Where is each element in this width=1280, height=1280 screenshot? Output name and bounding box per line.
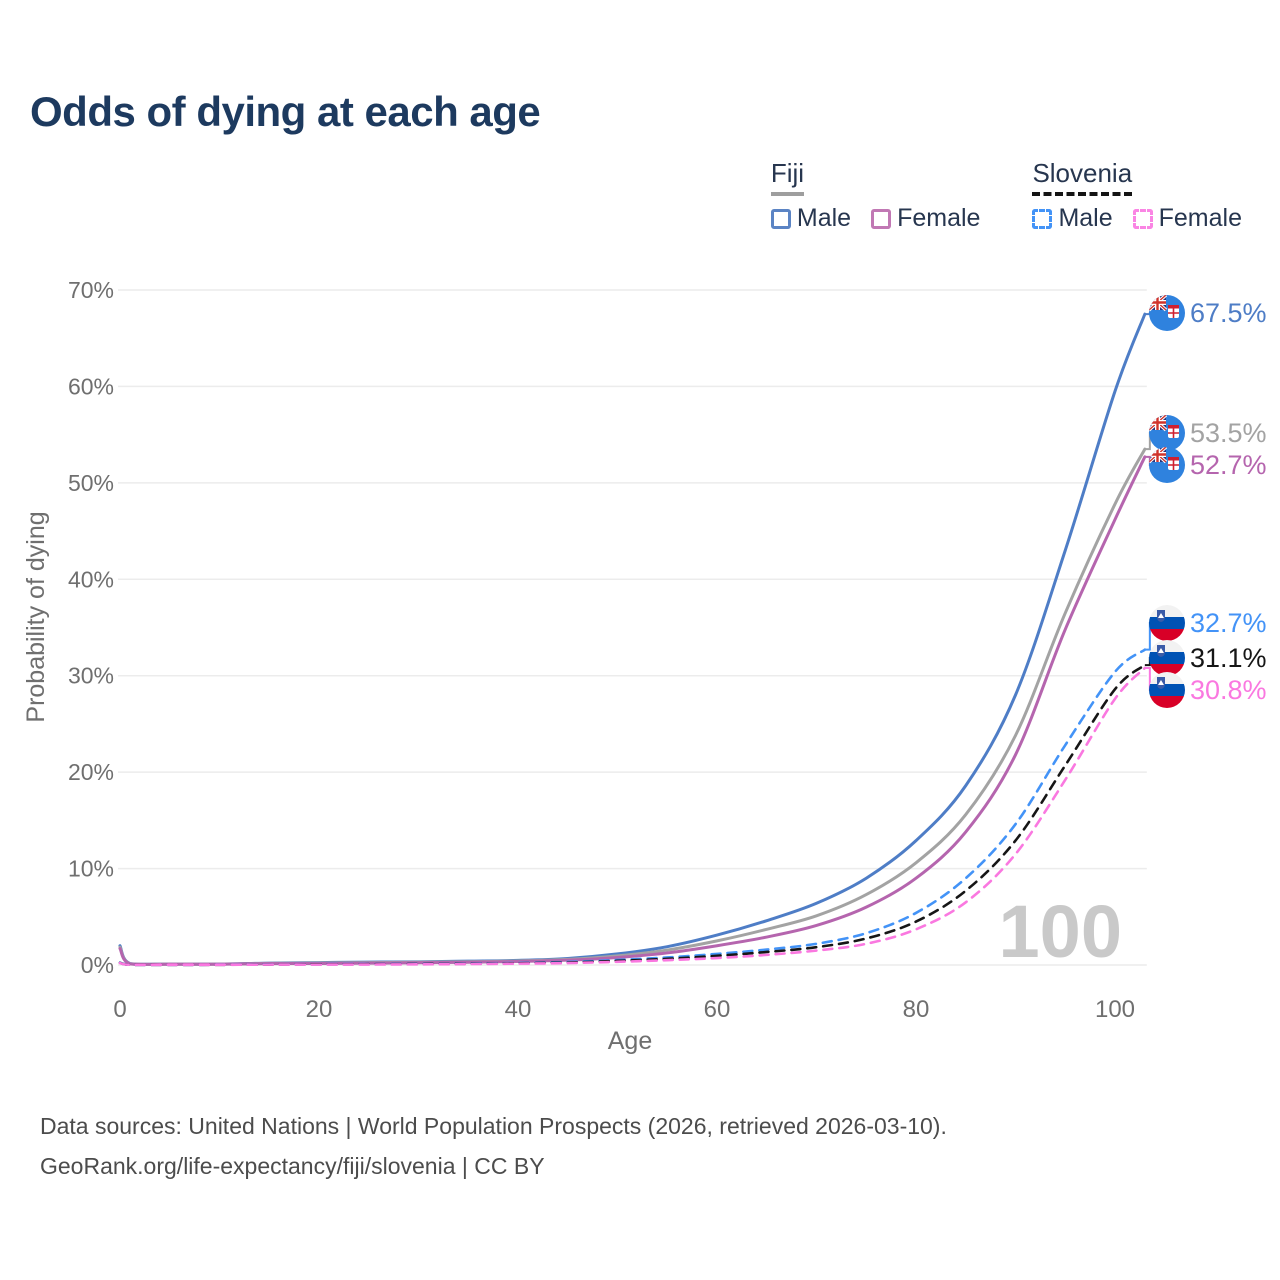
legend-group-fiji: Fiji Male Female — [770, 158, 980, 233]
flag-icon-slovenia — [1149, 605, 1185, 641]
page-title: Odds of dying at each age — [30, 88, 541, 135]
legend-group-title-slovenia: Slovenia — [1032, 158, 1133, 196]
x-tick-label: 40 — [505, 996, 532, 1023]
x-tick-label: 100 — [1095, 996, 1135, 1023]
legend-label-slovenia-male: Male — [1058, 204, 1113, 232]
end-label-fiji-male: 67.5% — [1190, 298, 1267, 328]
series-line-slovenia-both-sexes[interactable] — [118, 663, 1147, 967]
legend-item-slovenia-female[interactable]: Female — [1132, 204, 1242, 233]
legend-swatch-fiji-male-icon — [770, 208, 791, 229]
end-label-slovenia-male: 32.7% — [1190, 608, 1267, 638]
end-label-fiji-both-sexes: 53.5% — [1190, 418, 1267, 448]
legend-swatch-slovenia-male-icon — [1032, 208, 1053, 229]
legend-swatch-slovenia-female-icon — [1132, 208, 1153, 229]
flag-icon-fiji — [1149, 295, 1185, 331]
legend-item-fiji-female[interactable]: Female — [871, 204, 980, 233]
y-tick-label: 10% — [68, 856, 114, 882]
y-tick-label: 20% — [68, 759, 114, 785]
y-tick-label: 50% — [68, 470, 114, 496]
legend-group-slovenia: Slovenia Male Female — [1032, 158, 1242, 233]
series-line-fiji-male[interactable] — [118, 312, 1147, 966]
x-tick-label: 80 — [903, 996, 930, 1023]
y-tick-label: 30% — [68, 663, 114, 689]
x-axis-title: Age — [608, 1027, 652, 1055]
y-tick-label: 60% — [68, 373, 114, 399]
y-tick-label: 0% — [81, 952, 114, 978]
x-tick-label: 0 — [113, 996, 126, 1023]
flag-icon-fiji — [1149, 415, 1185, 451]
series-line-fiji-female[interactable] — [118, 455, 1147, 966]
x-tick-label: 20 — [306, 996, 333, 1023]
footer-line-sources: Data sources: United Nations | World Pop… — [40, 1113, 947, 1139]
end-label-fiji-female: 52.7% — [1190, 450, 1267, 480]
y-tick-label: 40% — [68, 566, 114, 592]
end-label-slovenia-both-sexes: 31.1% — [1190, 643, 1267, 673]
legend-label-fiji-male: Male — [796, 204, 852, 232]
end-label-slovenia-female: 30.8% — [1190, 675, 1267, 705]
footer-line-attribution: GeoRank.org/life-expectancy/fiji/sloveni… — [40, 1153, 545, 1179]
legend-group-title-fiji: Fiji — [770, 158, 805, 196]
flag-icon-slovenia — [1149, 672, 1185, 708]
legend-item-slovenia-male[interactable]: Male — [1032, 204, 1113, 233]
flag-icon-slovenia — [1149, 640, 1185, 676]
legend-items-fiji: Male Female — [770, 204, 980, 233]
flag-icon-fiji — [1149, 447, 1185, 483]
y-tick-label: 70% — [68, 277, 114, 303]
y-axis-title: Probability of dying — [22, 511, 50, 722]
x-tick-label: 60 — [704, 996, 731, 1023]
legend-label-slovenia-female: Female — [1158, 204, 1242, 232]
legend-items-slovenia: Male Female — [1032, 204, 1242, 233]
legend-swatch-fiji-female-icon — [871, 208, 892, 229]
legend-item-fiji-male[interactable]: Male — [770, 204, 852, 233]
age-watermark: 100 — [999, 890, 1122, 973]
chart-legend: Fiji Male Female Slovenia Male — [770, 158, 1242, 233]
legend-label-fiji-female: Female — [897, 204, 981, 232]
series-line-slovenia-female[interactable] — [118, 666, 1147, 967]
series-line-fiji-both-sexes[interactable] — [118, 447, 1147, 966]
series-line-slovenia-male[interactable] — [118, 648, 1147, 967]
data-sources-footer: Data sources: United Nations | World Pop… — [40, 1106, 947, 1186]
